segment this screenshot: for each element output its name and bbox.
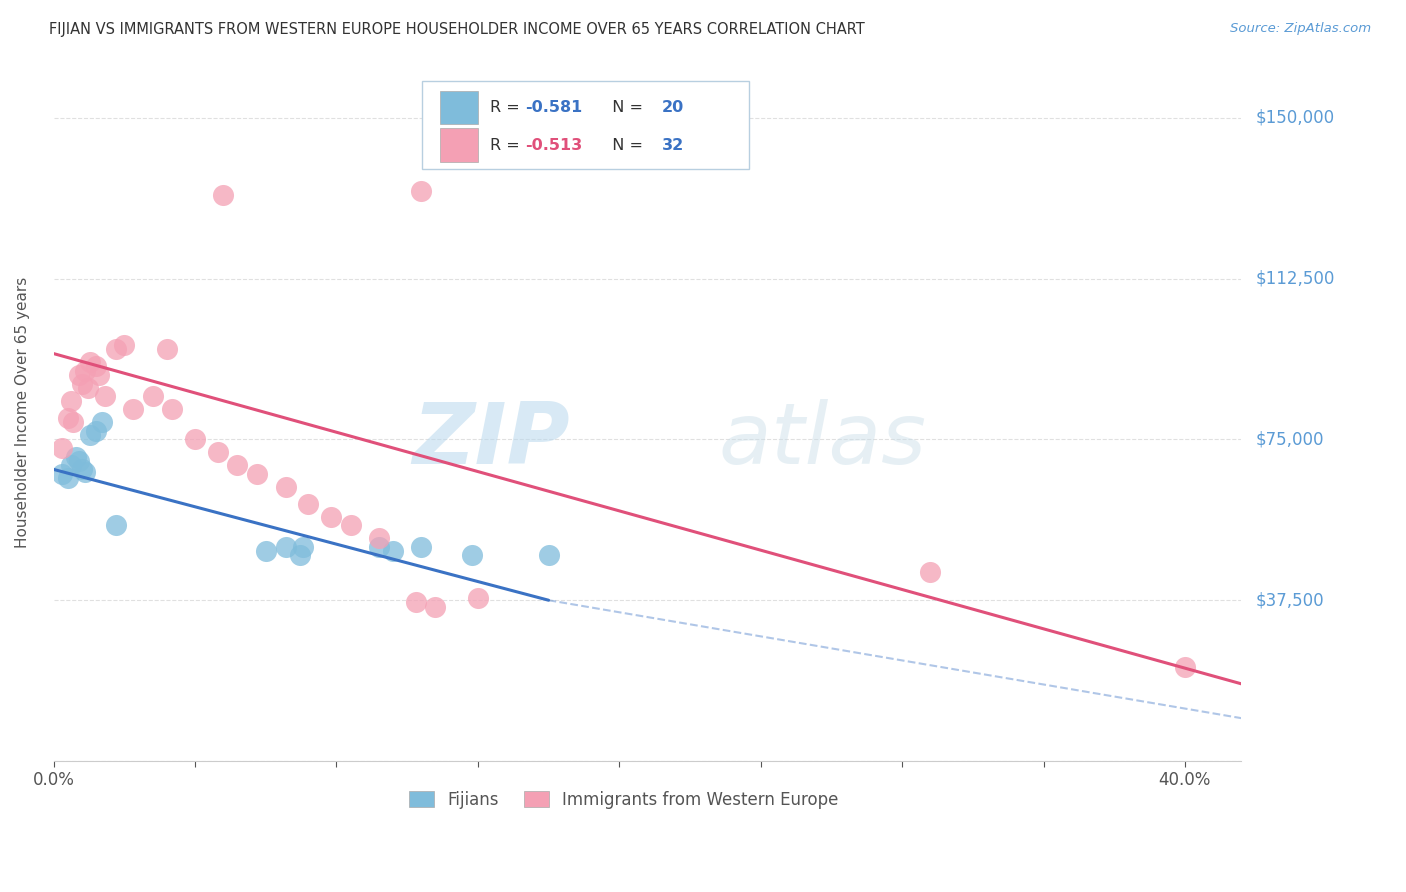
Point (367, 540, 389, 554)
Legend: Fijians, Immigrants from Western Europe: Fijians, Immigrants from Western Europe (402, 784, 845, 815)
Point (246, 467, 269, 481)
Point (84, 359, 107, 374)
Point (339, 518, 361, 533)
Point (79, 428, 101, 442)
Text: 20: 20 (662, 100, 685, 115)
Point (76, 381, 98, 395)
Point (226, 458, 249, 472)
Point (162, 402, 184, 417)
Point (59, 393, 82, 408)
Y-axis label: Householder Income Over 65 years: Householder Income Over 65 years (15, 277, 30, 549)
Point (73, 465, 96, 479)
Point (90, 415, 112, 429)
Point (56, 471, 79, 485)
Point (62, 415, 84, 429)
Point (288, 548, 311, 562)
Point (104, 518, 127, 533)
Point (87, 368, 110, 382)
Point (121, 402, 143, 417)
Text: N =: N = (602, 137, 648, 153)
Point (51, 441, 73, 455)
Point (274, 479, 297, 493)
Text: N =: N = (602, 100, 648, 115)
Point (405, 595, 427, 609)
Point (73, 364, 96, 378)
Point (411, 184, 433, 198)
Text: -0.513: -0.513 (526, 137, 582, 153)
Text: R =: R = (489, 100, 524, 115)
Point (207, 445, 229, 459)
Text: FIJIAN VS IMMIGRANTS FROM WESTERN EUROPE HOUSEHOLDER INCOME OVER 65 YEARS CORREL: FIJIAN VS IMMIGRANTS FROM WESTERN EUROPE… (49, 22, 865, 37)
Point (291, 540, 314, 554)
Text: Source: ZipAtlas.com: Source: ZipAtlas.com (1230, 22, 1371, 36)
Point (212, 187, 235, 202)
Text: atlas: atlas (718, 399, 927, 482)
Point (104, 343, 127, 357)
Point (79, 355, 101, 369)
Point (254, 544, 277, 558)
Point (65, 450, 87, 464)
Point (274, 540, 297, 554)
Point (59, 458, 82, 472)
Point (93, 389, 115, 403)
Text: $37,500: $37,500 (1256, 591, 1324, 609)
Text: -0.581: -0.581 (526, 100, 582, 115)
Point (156, 343, 179, 357)
Point (67, 454, 90, 468)
Point (70, 462, 93, 476)
Point (319, 509, 342, 524)
Point (56, 411, 79, 425)
Point (920, 566, 942, 580)
Text: R =: R = (489, 137, 524, 153)
Point (297, 497, 319, 511)
Point (461, 548, 484, 562)
Point (84, 424, 107, 438)
Point (67, 368, 90, 382)
Point (411, 540, 433, 554)
Point (142, 389, 165, 403)
FancyBboxPatch shape (422, 81, 748, 169)
Point (467, 591, 489, 605)
Point (1174, 659, 1197, 673)
Point (51, 467, 73, 481)
Point (112, 338, 135, 352)
Bar (440, 91, 478, 124)
Text: ZIP: ZIP (413, 399, 571, 482)
Text: $112,500: $112,500 (1256, 269, 1334, 287)
Text: $150,000: $150,000 (1256, 109, 1334, 127)
Point (367, 531, 389, 545)
Point (537, 548, 560, 562)
Point (70, 376, 93, 391)
Text: 32: 32 (662, 137, 685, 153)
Bar (440, 128, 478, 161)
Point (184, 433, 207, 447)
Point (382, 544, 405, 558)
Text: $75,000: $75,000 (1256, 430, 1324, 449)
Point (425, 599, 447, 614)
